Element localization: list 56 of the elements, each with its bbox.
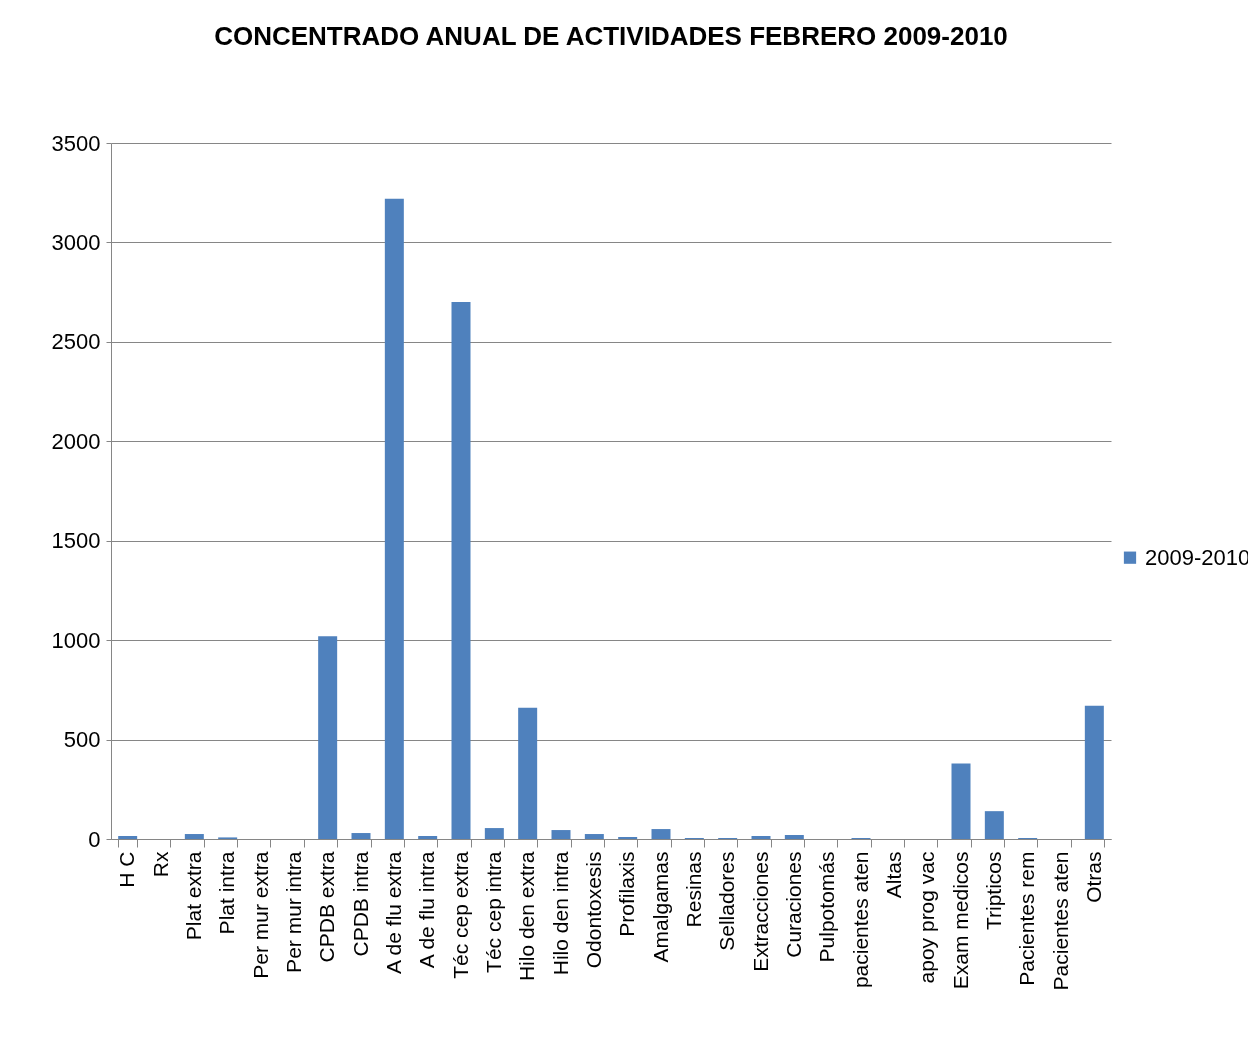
x-tick-label: Amalgamas xyxy=(648,851,672,963)
bar xyxy=(984,811,1004,839)
bar xyxy=(951,763,971,839)
x-tick-label: Hilo den extra xyxy=(515,851,539,982)
x-tick-label: CPDB intra xyxy=(348,851,372,957)
x-tick-label: Hilo den intra xyxy=(548,851,572,976)
x-tick-label: H C xyxy=(115,851,139,888)
bar xyxy=(651,829,671,839)
y-tick-label: 500 xyxy=(63,727,101,753)
x-tick-label: Otras xyxy=(1081,851,1105,903)
x-tick-label: Rx xyxy=(148,851,172,878)
bar xyxy=(418,836,438,839)
x-tick-label: Pacientes rem xyxy=(1015,851,1039,986)
bar xyxy=(351,833,371,839)
x-tick-label: Odontoxesis xyxy=(581,851,605,969)
x-tick-label: Per mur extra xyxy=(248,851,272,979)
x-tick-label: CPDB extra xyxy=(315,851,339,963)
bar xyxy=(451,302,471,839)
y-tick-label: 1000 xyxy=(51,627,101,653)
bar xyxy=(551,830,571,839)
bar xyxy=(751,836,771,839)
bar xyxy=(1084,705,1104,839)
y-tick-label: 2000 xyxy=(51,428,101,454)
x-tick-label: Téc cep intra xyxy=(481,851,505,973)
x-tick-label: Profilaxis xyxy=(615,851,639,937)
bar xyxy=(518,707,538,839)
x-tick-label: Pulpotomás xyxy=(815,851,839,963)
x-tick-label: apoy prog vac xyxy=(915,851,939,984)
x-tick-label: Per mur intra xyxy=(281,851,305,973)
bar xyxy=(784,835,804,839)
x-tick-label: A de flu intra xyxy=(415,851,439,969)
bar xyxy=(484,828,504,839)
y-tick-label: 1500 xyxy=(51,528,101,554)
x-tick-label: pacientes aten xyxy=(848,851,872,989)
bar xyxy=(384,198,404,839)
bar xyxy=(584,834,604,839)
x-tick-label: Extracciones xyxy=(748,851,772,972)
x-tick-label: Plat intra xyxy=(215,851,239,935)
x-tick-label: Pacientes aten xyxy=(1048,851,1072,991)
x-tick-label: Curaciones xyxy=(781,851,805,958)
bar xyxy=(318,636,338,839)
x-tick-label: Exam medicos xyxy=(948,851,972,990)
y-tick-label: 3500 xyxy=(51,130,101,156)
x-tick-label: Tripticos xyxy=(981,851,1005,931)
y-tick-label: 2500 xyxy=(51,329,101,355)
chart-title: CONCENTRADO ANUAL DE ACTIVIDADES FEBRERO 2009-2010 xyxy=(214,21,1008,51)
y-tick-label: 3000 xyxy=(51,229,101,255)
bar xyxy=(118,836,138,839)
x-tick-label: Téc cep extra xyxy=(448,851,472,979)
x-tick-label: Altas xyxy=(881,851,905,899)
x-tick-label: Resinas xyxy=(681,851,705,928)
bar xyxy=(184,834,204,839)
x-tick-label: A de flu extra xyxy=(381,851,405,975)
x-tick-label: Selladores xyxy=(715,851,739,951)
y-tick-label: 0 xyxy=(88,826,101,852)
x-tick-label: Plat extra xyxy=(181,851,205,941)
